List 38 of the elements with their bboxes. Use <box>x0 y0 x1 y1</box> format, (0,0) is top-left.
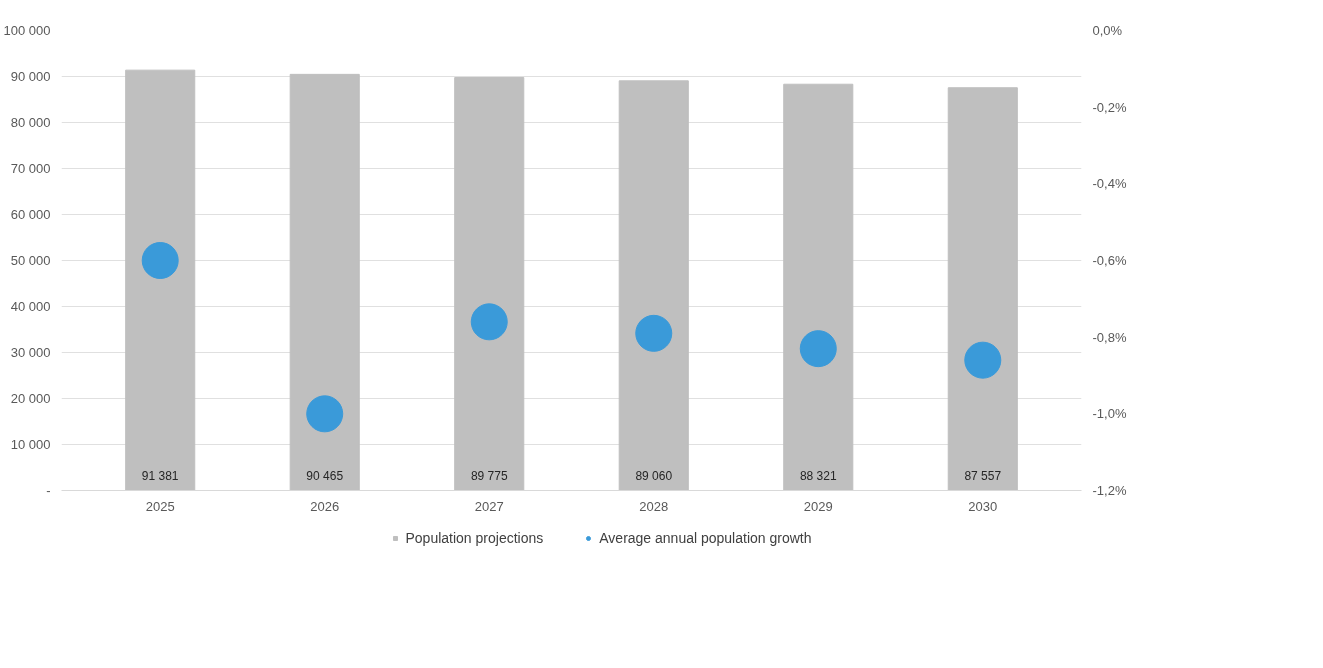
x-tick-label: 2030 <box>968 498 998 514</box>
y-tick-label: 70 000 <box>10 161 51 176</box>
data-label: 90 465 <box>306 468 344 483</box>
y-tick-label: - <box>46 483 51 498</box>
point <box>141 242 179 279</box>
y-tick-label: 40 000 <box>10 299 51 314</box>
y2-tick-label: -0,4% <box>1092 176 1127 192</box>
point <box>306 395 344 433</box>
x-tick-label: 2026 <box>310 498 340 514</box>
y-tick-label: 30 000 <box>10 345 51 360</box>
data-label: 89 775 <box>470 468 508 483</box>
data-label: 89 060 <box>635 468 673 483</box>
y-tick-label: 100 000 <box>3 23 51 38</box>
y-tick-label: 80 000 <box>10 115 51 130</box>
data-label: 91 381 <box>141 468 179 483</box>
y2-tick-label: -0,8% <box>1092 329 1127 345</box>
legend-label: Average annual population growth <box>599 530 812 546</box>
legend-label: Population projections <box>405 530 544 546</box>
x-tick-label: 2025 <box>145 498 175 514</box>
y2-tick-label: -1,0% <box>1092 406 1127 422</box>
point <box>799 330 837 368</box>
y-tick-label: 20 000 <box>10 391 51 406</box>
x-tick-label: 2028 <box>639 498 669 514</box>
y2-tick-label: -0,6% <box>1092 253 1127 268</box>
x-tick-label: 2027 <box>474 498 504 514</box>
x-tick-label: 2029 <box>803 498 833 514</box>
point <box>964 341 1002 379</box>
y2-tick-label: 0,0% <box>1092 23 1123 38</box>
y-tick-label: 50 000 <box>10 253 51 268</box>
data-label: 87 557 <box>964 468 1002 483</box>
y2-tick-label: -0,2% <box>1092 99 1127 115</box>
y-tick-label: 10 000 <box>10 437 51 452</box>
point <box>635 314 673 352</box>
y2-tick-label: -1,2% <box>1092 483 1127 498</box>
data-label: 88 321 <box>799 468 837 483</box>
y-tick-label: 60 000 <box>10 207 51 222</box>
y-tick-label: 90 000 <box>10 69 51 84</box>
point <box>470 303 508 341</box>
